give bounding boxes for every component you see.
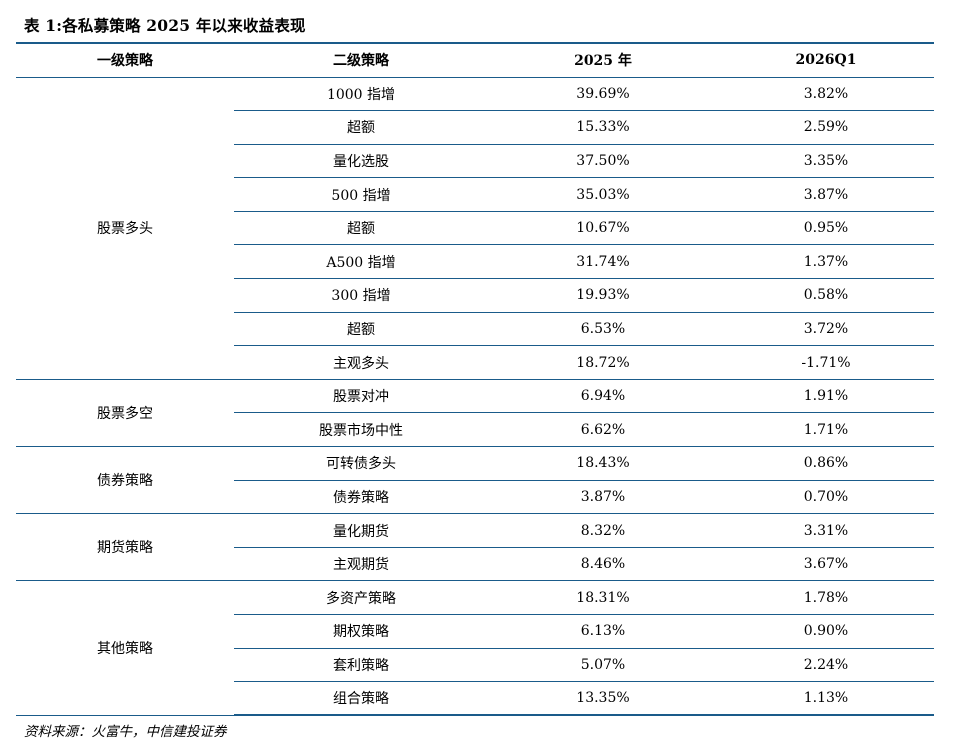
return-2026q1-cell: 1.71% — [718, 412, 934, 448]
table-row: 超额 10.67% 0.95% — [16, 211, 934, 246]
return-2025-cell: 19.93% — [488, 278, 718, 313]
return-2025-cell: 5.07% — [488, 648, 718, 683]
return-2026q1-cell: 0.86% — [718, 446, 934, 481]
secondary-strategy-cell: 组合策略 — [234, 681, 488, 717]
return-2026q1-cell: 1.91% — [718, 379, 934, 414]
secondary-strategy-cell: 1000 指增 — [234, 77, 488, 112]
return-2025-cell: 8.32% — [488, 513, 718, 548]
return-2025-cell: 18.43% — [488, 446, 718, 481]
return-2026q1-cell: 3.35% — [718, 144, 934, 179]
table-title: 表 1:各私募策略 2025 年以来收益表现 — [24, 16, 306, 35]
return-2025-cell: 35.03% — [488, 177, 718, 212]
return-2026q1-cell: 2.24% — [718, 648, 934, 683]
return-2025-cell: 37.50% — [488, 144, 718, 179]
return-2025-cell: 8.46% — [488, 547, 718, 582]
return-2025-cell: 15.33% — [488, 110, 718, 145]
table-body: 股票多头 1000 指增 39.69% 3.82% 超额 15.33% 2.59% 量化选股 3… — [16, 77, 934, 717]
table-row: 股票多头 1000 指增 39.69% 3.82% — [16, 77, 934, 380]
return-2026q1-cell: 1.37% — [718, 244, 934, 280]
return-2026q1-cell: 3.31% — [718, 513, 934, 548]
return-2025-cell: 18.31% — [488, 580, 718, 615]
table-row: 股票市场中性 6.62% 1.71% — [16, 412, 934, 448]
return-2026q1-cell: 0.70% — [718, 480, 934, 515]
header-primary-strategy: 一级策略 — [16, 42, 234, 78]
header-2026q1: 2026Q1 — [718, 42, 934, 78]
return-2025-cell: 6.53% — [488, 312, 718, 347]
return-2026q1-cell: 1.13% — [718, 681, 934, 717]
return-2025-cell: 18.72% — [488, 345, 718, 380]
return-2025-cell: 3.87% — [488, 480, 718, 515]
table-row: 500 指增 35.03% 3.87% — [16, 177, 934, 212]
table-row: 超额 6.53% 3.72% — [16, 312, 934, 347]
return-2025-cell: 6.62% — [488, 412, 718, 448]
return-2025-cell: 6.94% — [488, 379, 718, 414]
header-secondary-strategy: 二级策略 — [234, 42, 488, 78]
return-2025-cell: 31.74% — [488, 244, 718, 280]
return-2025-cell: 39.69% — [488, 77, 718, 112]
table-row: 超额 15.33% 2.59% — [16, 110, 934, 145]
return-2026q1-cell: 3.87% — [718, 177, 934, 212]
secondary-strategy-cell: 量化期货 — [234, 513, 488, 548]
secondary-strategy-cell: 套利策略 — [234, 648, 488, 683]
table-row: 主观期货 8.46% 3.67% — [16, 547, 934, 582]
primary-strategy-cell: 股票多空 — [16, 379, 234, 448]
secondary-strategy-cell: 股票市场中性 — [234, 412, 488, 448]
table-row: 组合策略 13.35% 1.13% — [16, 681, 934, 717]
secondary-strategy-cell: 超额 — [234, 110, 488, 145]
table-row: 套利策略 5.07% 2.24% — [16, 648, 934, 683]
table-row: A500 指增 31.74% 1.37% — [16, 244, 934, 280]
secondary-strategy-cell: 超额 — [234, 211, 488, 246]
secondary-strategy-cell: 主观期货 — [234, 547, 488, 582]
secondary-strategy-cell: 股票对冲 — [234, 379, 488, 414]
return-2026q1-cell: -1.71% — [718, 345, 934, 380]
table-row: 期货策略 量化期货 8.32% 3.31% — [16, 513, 934, 582]
table-row: 股票多空 股票对冲 6.94% 1.91% — [16, 379, 934, 448]
secondary-strategy-cell: 期权策略 — [234, 614, 488, 649]
return-2026q1-cell: 1.78% — [718, 580, 934, 615]
table-row: 300 指增 19.93% 0.58% — [16, 278, 934, 313]
return-2026q1-cell: 3.72% — [718, 312, 934, 347]
table-row: 其他策略 多资产策略 18.31% 1.78% — [16, 580, 934, 716]
secondary-strategy-cell: 量化选股 — [234, 144, 488, 179]
secondary-strategy-cell: 可转债多头 — [234, 446, 488, 481]
table-row: 债券策略 可转债多头 18.43% 0.86% — [16, 446, 934, 515]
return-2026q1-cell: 2.59% — [718, 110, 934, 145]
primary-strategy-cell: 期货策略 — [16, 513, 234, 582]
header-2025: 2025 年 — [488, 42, 718, 78]
secondary-strategy-cell: A500 指增 — [234, 244, 488, 280]
return-2026q1-cell: 3.82% — [718, 77, 934, 112]
table-row: 债券策略 3.87% 0.70% — [16, 480, 934, 515]
return-2025-cell: 13.35% — [488, 681, 718, 717]
secondary-strategy-cell: 主观多头 — [234, 345, 488, 380]
primary-strategy-cell: 股票多头 — [16, 77, 234, 380]
strategy-returns-table: 一级策略 二级策略 2025 年 2026Q1 股票多头 1000 指增 39.69… — [16, 42, 934, 717]
table-row: 主观多头 18.72% -1.71% — [16, 345, 934, 380]
table-row: 量化选股 37.50% 3.35% — [16, 144, 934, 179]
return-2026q1-cell: 0.90% — [718, 614, 934, 649]
secondary-strategy-cell: 债券策略 — [234, 480, 488, 515]
secondary-strategy-cell: 多资产策略 — [234, 580, 488, 615]
header-row: 一级策略 二级策略 2025 年 2026Q1 — [16, 42, 934, 78]
source-note: 资料来源：火富牛，中信建投证券 — [24, 724, 227, 740]
return-2025-cell: 10.67% — [488, 211, 718, 246]
primary-strategy-cell: 其他策略 — [16, 580, 234, 716]
secondary-strategy-cell: 300 指增 — [234, 278, 488, 313]
secondary-strategy-cell: 500 指增 — [234, 177, 488, 212]
secondary-strategy-cell: 超额 — [234, 312, 488, 347]
primary-strategy-cell: 债券策略 — [16, 446, 234, 515]
table-row: 期权策略 6.13% 0.90% — [16, 614, 934, 649]
return-2026q1-cell: 0.95% — [718, 211, 934, 246]
return-2025-cell: 6.13% — [488, 614, 718, 649]
return-2026q1-cell: 3.67% — [718, 547, 934, 582]
return-2026q1-cell: 0.58% — [718, 278, 934, 313]
